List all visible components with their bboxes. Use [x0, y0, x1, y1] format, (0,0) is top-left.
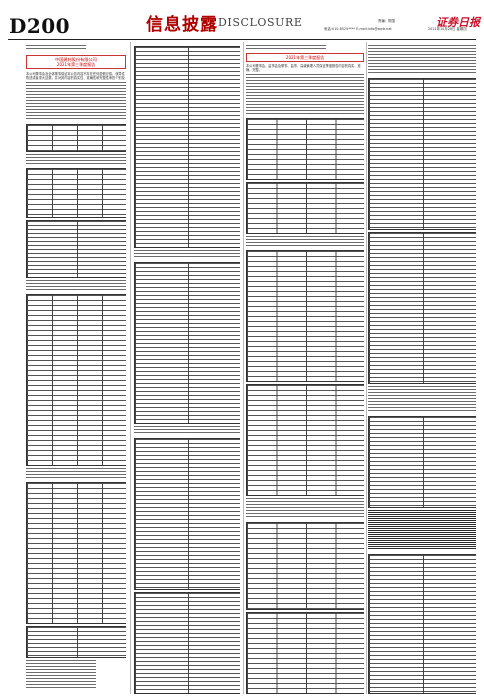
column-divider	[366, 42, 367, 694]
announcement-title-box: 2021年第三季度报告	[246, 53, 364, 62]
data-table	[246, 118, 364, 180]
text-block	[368, 510, 476, 550]
text-block	[26, 280, 126, 290]
intro-paragraph: 本公司董事会、监事会及董事、监事、高级管理人员保证季度报告内容的真实、准确、完整…	[246, 64, 361, 72]
column-divider	[130, 42, 131, 694]
column-2	[134, 42, 240, 694]
text-block	[26, 82, 126, 120]
column-3: 2021年第三季度报告 本公司董事会、监事会及董事、监事、高级管理人员保证季度报…	[246, 42, 364, 694]
editor-credit: 责编：陈国	[378, 19, 395, 23]
data-table	[134, 46, 240, 248]
issue-date: 2021年10月28日 星期四	[428, 27, 467, 31]
data-table	[134, 438, 240, 590]
newspaper-logo: 证券日报	[436, 16, 480, 29]
data-table	[26, 124, 126, 152]
data-table	[246, 612, 364, 694]
page-number: D200	[9, 14, 71, 38]
announcement-title-box: 中国建材股份有限公司 2021年第三季度报告	[26, 55, 126, 69]
text-block	[368, 45, 476, 75]
data-table	[26, 482, 126, 624]
data-table	[26, 168, 126, 218]
text-block	[246, 74, 364, 114]
masthead-rule	[8, 39, 476, 40]
company-name: 中国建材股份有限公司	[55, 57, 97, 62]
data-table	[246, 250, 364, 382]
data-table	[134, 262, 240, 424]
intro-paragraph: 本公司董事会及全体董事保证本公告内容不存在任何虚假记载、误导性陈述或者重大遗漏，…	[26, 72, 125, 80]
contact-info: 电话:010-8525**** E-mail:info@zqrb.net	[324, 27, 392, 31]
text-block	[246, 236, 364, 246]
data-table	[26, 626, 126, 658]
column-4	[368, 42, 476, 694]
data-table	[246, 182, 364, 234]
data-table	[368, 554, 476, 694]
text-block	[134, 426, 240, 434]
data-table	[134, 592, 240, 694]
column-divider	[243, 42, 244, 694]
text-block	[368, 386, 476, 412]
section-title-cn: 信息披露	[146, 15, 218, 35]
data-table	[368, 232, 476, 384]
stock-code-line	[246, 45, 326, 51]
section-title-en: DISCLOSURE	[218, 16, 303, 29]
data-table	[246, 522, 364, 610]
text-block	[134, 250, 240, 258]
text-block	[26, 468, 126, 478]
data-table	[26, 220, 126, 278]
masthead: D200 信息披露 DISCLOSURE 责编：陈国 电话:010-8525**…	[0, 0, 484, 42]
text-block	[26, 660, 96, 690]
text-block	[246, 498, 364, 518]
data-table	[368, 78, 476, 230]
report-title: 2021年第三季度报告	[56, 62, 96, 67]
stock-code-line	[26, 45, 86, 51]
column-1: 中国建材股份有限公司 2021年第三季度报告 本公司董事会及全体董事保证本公告内…	[26, 42, 126, 694]
report-title: 2021年第三季度报告	[285, 55, 325, 60]
data-table	[368, 416, 476, 508]
text-block	[26, 154, 126, 164]
data-table	[26, 294, 126, 466]
data-table	[246, 384, 364, 496]
